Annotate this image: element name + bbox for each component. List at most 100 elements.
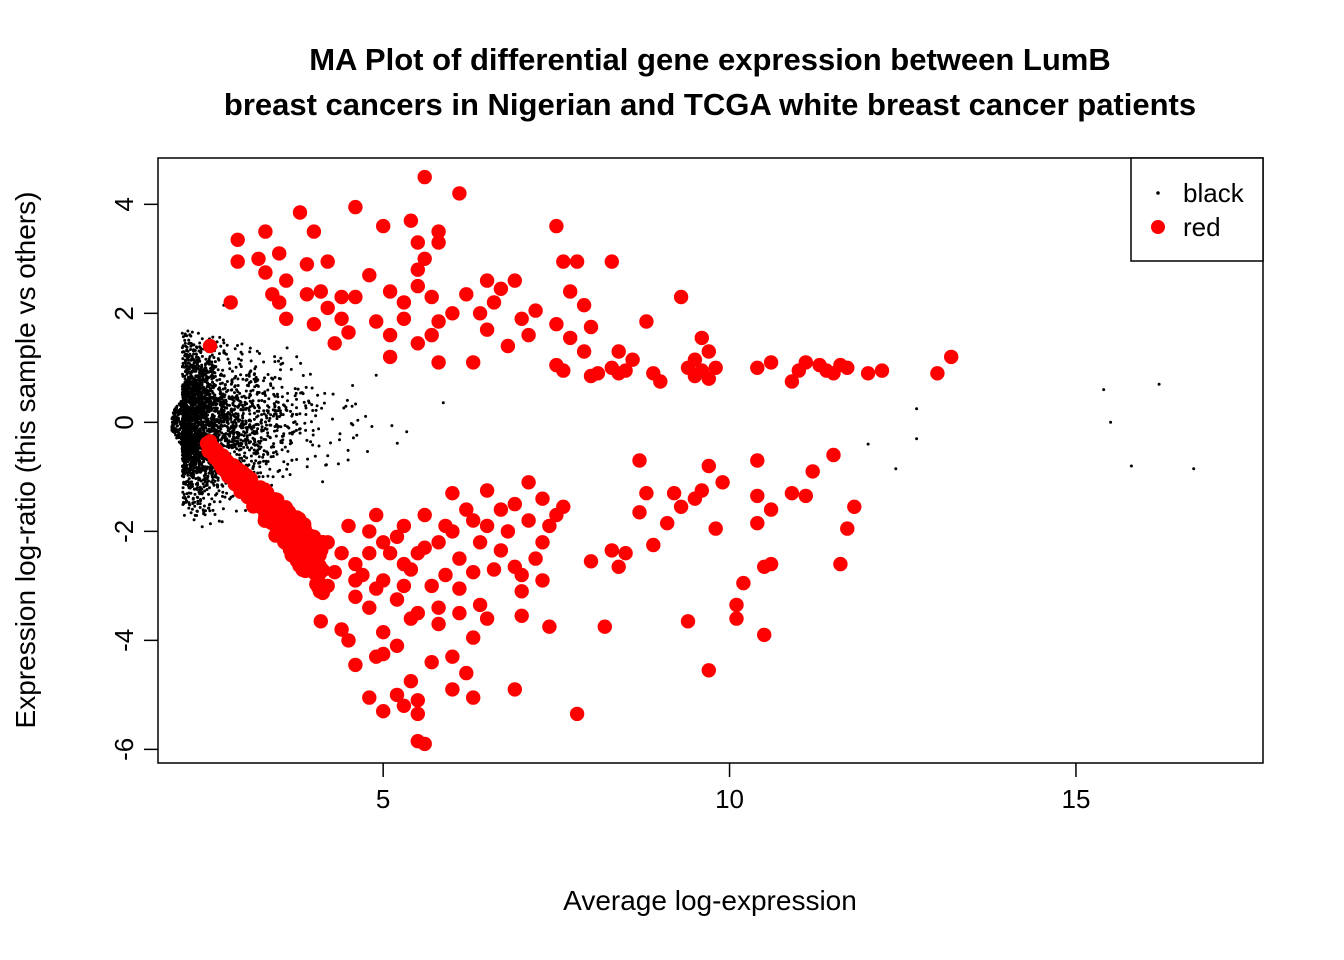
black-point [238, 362, 242, 366]
black-point [180, 403, 184, 407]
black-point [290, 458, 294, 462]
black-point [191, 366, 195, 370]
black-point [286, 449, 290, 453]
black-point [374, 373, 378, 377]
black-point [259, 421, 263, 425]
black-point [288, 431, 292, 435]
black-point [261, 455, 265, 459]
black-point [204, 357, 208, 361]
black-point [204, 423, 208, 427]
black-point [257, 399, 261, 403]
black-point [230, 388, 233, 392]
black-point [186, 366, 189, 370]
black-point [277, 424, 280, 428]
black-point [195, 495, 199, 499]
red-point [417, 736, 432, 752]
black-point [214, 428, 218, 432]
black-point [189, 454, 193, 458]
red-point [237, 480, 252, 495]
black-point [223, 386, 227, 390]
black-point [239, 358, 243, 362]
black-point [198, 461, 202, 465]
black-point [279, 441, 283, 444]
black-point [238, 456, 242, 460]
chart-title-line-1: MA Plot of differential gene expression … [309, 42, 1111, 77]
black-point [283, 424, 287, 427]
black-point [196, 416, 200, 420]
black-point [244, 422, 248, 426]
black-point [226, 403, 229, 407]
black-point [202, 496, 206, 500]
black-point [187, 355, 191, 359]
black-point [180, 432, 183, 436]
black-point [193, 504, 197, 508]
black-point [263, 399, 267, 403]
black-point [241, 439, 245, 443]
black-point [252, 462, 256, 465]
black-point [185, 381, 188, 385]
black-point [240, 352, 244, 356]
black-point [216, 368, 220, 372]
y-axis: -6 -4 -2 0 2 4 [109, 197, 158, 761]
red-point [604, 543, 619, 558]
red-point [563, 284, 578, 299]
black-point [182, 444, 186, 448]
black-point [248, 346, 252, 350]
black-point [213, 371, 217, 375]
black-point [202, 504, 206, 508]
red-point [493, 543, 509, 558]
black-point [307, 399, 311, 403]
black-point [269, 384, 273, 387]
black-point [232, 435, 235, 439]
red-point [299, 287, 315, 302]
black-point [185, 466, 189, 469]
black-point [191, 426, 195, 430]
black-point [191, 363, 195, 367]
black-point [281, 361, 285, 365]
black-point [265, 409, 269, 413]
red-point [382, 546, 398, 561]
black-point [175, 418, 179, 422]
black-point [262, 459, 265, 463]
black-point [201, 482, 205, 486]
red-point [265, 507, 280, 523]
y-tick-label: 0 [109, 415, 139, 429]
black-point [262, 360, 266, 364]
black-point [250, 459, 253, 463]
black-point [270, 376, 274, 380]
red-point [389, 529, 405, 544]
black-point [336, 462, 340, 466]
black-point [249, 454, 253, 458]
red-point [389, 687, 405, 703]
black-point [239, 407, 243, 411]
black-point [256, 444, 260, 448]
black-point [222, 436, 226, 439]
black-point [181, 374, 185, 378]
black-point [1129, 464, 1133, 468]
red-point [396, 518, 412, 534]
black-point [191, 410, 195, 414]
black-point [196, 502, 200, 506]
black-point [233, 407, 236, 411]
black-point [206, 359, 210, 363]
black-point [213, 360, 217, 364]
black-point [228, 361, 231, 365]
red-point [334, 311, 349, 326]
red-point [549, 218, 564, 234]
black-point [182, 437, 186, 441]
red-point [410, 262, 425, 277]
red-point [708, 521, 723, 536]
red-point [701, 344, 716, 359]
black-point [198, 436, 202, 440]
black-point [210, 497, 214, 501]
red-point [618, 546, 633, 561]
black-point [260, 399, 264, 402]
black-point [185, 372, 189, 376]
black-point [238, 403, 241, 407]
black-point [247, 406, 251, 410]
red-point [417, 540, 432, 555]
black-point [195, 413, 199, 417]
red-point [687, 368, 703, 384]
black-point [232, 432, 236, 436]
black-point [191, 403, 195, 407]
